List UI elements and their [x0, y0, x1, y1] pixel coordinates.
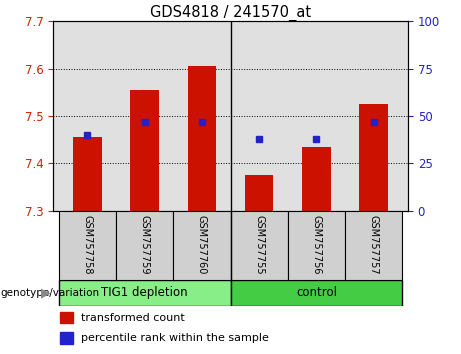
Bar — [130, 90, 159, 211]
Text: GSM757760: GSM757760 — [197, 216, 207, 275]
Text: TIG1 depletion: TIG1 depletion — [101, 286, 188, 299]
Text: ▶: ▶ — [41, 286, 51, 299]
Text: percentile rank within the sample: percentile rank within the sample — [82, 333, 269, 343]
Text: genotype/variation: genotype/variation — [0, 288, 100, 298]
Bar — [73, 137, 102, 211]
Bar — [288, 211, 345, 280]
Bar — [359, 104, 388, 211]
Bar — [245, 175, 273, 211]
Bar — [345, 211, 402, 280]
Bar — [302, 147, 331, 211]
Text: control: control — [296, 286, 337, 299]
Title: GDS4818 / 241570_at: GDS4818 / 241570_at — [150, 5, 311, 21]
Bar — [230, 211, 288, 280]
Text: GSM757759: GSM757759 — [140, 215, 150, 275]
Bar — [59, 280, 230, 306]
Bar — [230, 280, 402, 306]
Text: GSM757755: GSM757755 — [254, 215, 264, 275]
Bar — [60, 332, 72, 344]
Text: GSM757758: GSM757758 — [83, 215, 92, 275]
Bar — [173, 211, 230, 280]
Bar — [60, 312, 72, 323]
Text: GSM757757: GSM757757 — [369, 215, 378, 275]
Bar — [116, 211, 173, 280]
Bar — [188, 66, 216, 211]
Text: transformed count: transformed count — [82, 313, 185, 322]
Text: GSM757756: GSM757756 — [311, 215, 321, 275]
Bar — [59, 211, 116, 280]
